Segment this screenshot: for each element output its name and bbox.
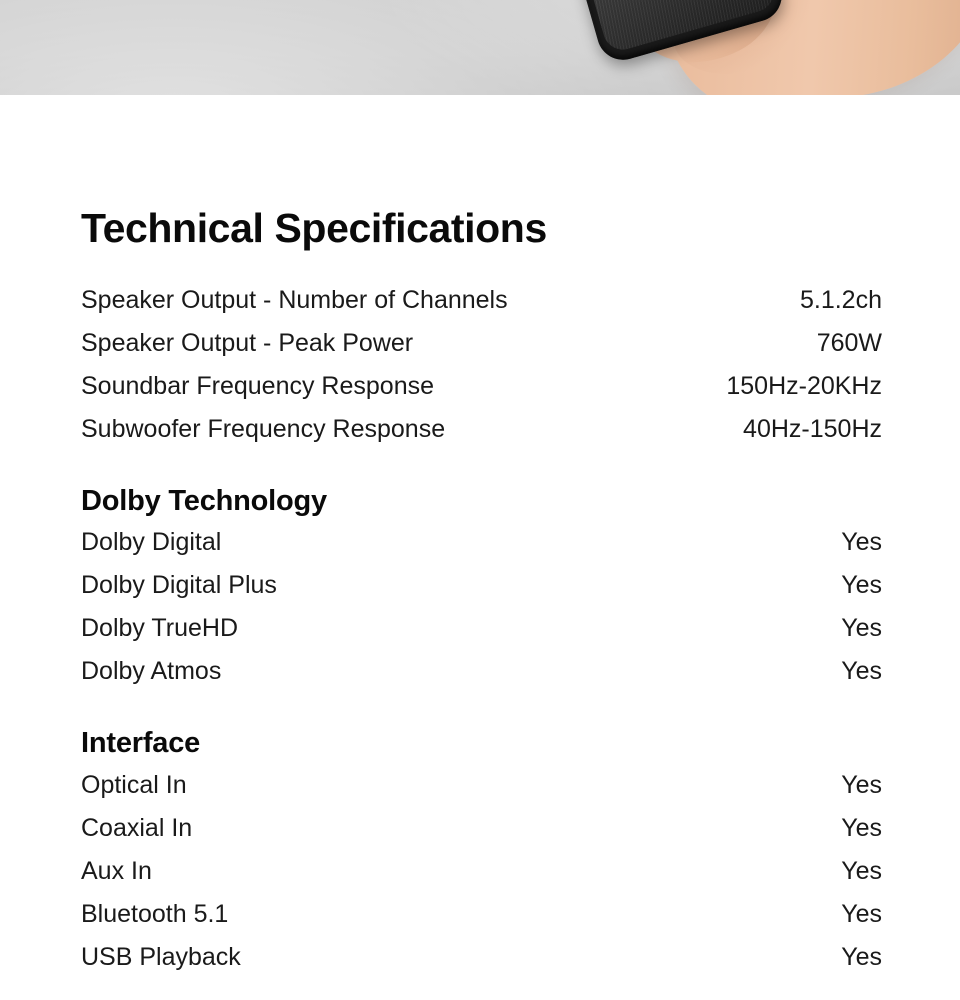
- page-title: Technical Specifications: [81, 205, 547, 251]
- spec-label: USB Playback: [81, 942, 241, 971]
- spec-row: Dolby TrueHD Yes: [81, 607, 882, 650]
- spec-value: Yes: [841, 571, 882, 600]
- spec-label: Subwoofer Frequency Response: [81, 415, 446, 443]
- spec-value: Yes: [841, 942, 882, 971]
- spec-row: Aux In Yes: [81, 850, 882, 893]
- spec-value: Yes: [841, 856, 882, 885]
- spec-section: Interface Optical In Yes Coaxial In Yes Aux I…: [81, 727, 882, 978]
- spec-section: Dolby Technology Dolby Digital Yes Dolby Di…: [81, 485, 882, 693]
- spec-value: 150Hz-20KHz: [726, 372, 882, 400]
- spec-label: Dolby TrueHD: [81, 614, 238, 643]
- spec-value: 5.1.2ch: [799, 286, 882, 314]
- spec-section: Speaker Output - Number of Channels 5.1.2…: [81, 279, 882, 451]
- spec-label: Dolby Digital Plus: [81, 571, 277, 600]
- spec-row: Dolby Digital Yes: [81, 521, 882, 564]
- spec-value: Yes: [841, 813, 882, 842]
- spec-sheet: Technical Specifications Speaker Output …: [0, 95, 960, 979]
- spec-value: Yes: [841, 770, 882, 799]
- spec-value: 760W: [816, 329, 882, 357]
- spec-row: Speaker Output - Number of Channels 5.1.2…: [81, 279, 882, 322]
- spec-value: Yes: [841, 528, 882, 557]
- spec-sheet-content: Technical Specifications Speaker Output …: [81, 95, 882, 979]
- spec-row: Soundbar Frequency Response 150Hz-20KHz: [81, 365, 882, 408]
- spec-label: Dolby Digital: [81, 528, 222, 557]
- spec-label: Optical In: [81, 770, 187, 799]
- spec-value: Yes: [841, 657, 882, 686]
- section-heading: Dolby Technology: [81, 485, 327, 517]
- spec-row: Dolby Atmos Yes: [81, 650, 882, 693]
- spec-row: Coaxial In Yes: [81, 807, 882, 850]
- spec-label: Bluetooth 5.1: [81, 899, 229, 928]
- spec-row: Speaker Output - Peak Power 760W: [81, 322, 882, 365]
- spec-label: Soundbar Frequency Response: [81, 372, 435, 400]
- spec-row: Optical In Yes: [81, 764, 882, 807]
- spec-sections: Speaker Output - Number of Channels 5.1.2…: [81, 279, 882, 979]
- spec-label: Speaker Output - Number of Channels: [81, 286, 508, 314]
- spec-value: Yes: [841, 614, 882, 643]
- spec-row: USB Playback Yes: [81, 936, 882, 979]
- spec-row: Dolby Digital Plus Yes: [81, 564, 882, 607]
- spec-value: Yes: [841, 899, 882, 928]
- spec-label: Dolby Atmos: [81, 657, 222, 686]
- spec-label: Speaker Output - Peak Power: [81, 329, 414, 357]
- product-hero-image: [0, 0, 960, 95]
- spec-value: 40Hz-150Hz: [743, 415, 882, 443]
- spec-label: Aux In: [81, 856, 152, 885]
- section-heading: Interface: [81, 727, 201, 760]
- spec-row: Subwoofer Frequency Response 40Hz-150Hz: [81, 408, 882, 451]
- spec-label: Coaxial In: [81, 813, 193, 842]
- spec-row: Bluetooth 5.1 Yes: [81, 893, 882, 936]
